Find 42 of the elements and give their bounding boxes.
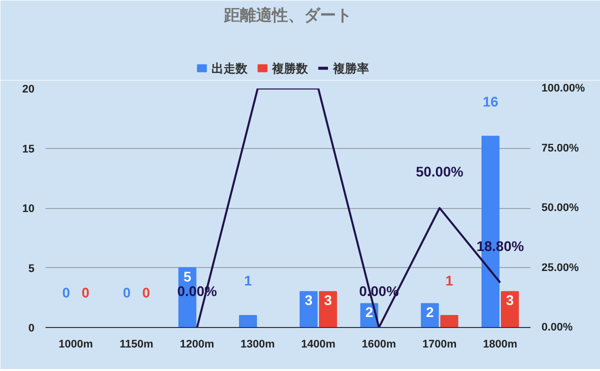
legend-label: 複勝率 [332, 61, 369, 76]
x-tick-label: 1400m [301, 338, 336, 350]
y2-tick-label: 50.00% [542, 202, 580, 214]
data-label: 1 [244, 272, 252, 289]
data-label: 3 [506, 292, 514, 308]
data-label: 16 [482, 93, 498, 110]
x-tick-label: 1000m [58, 338, 94, 350]
y-tick-label: 0 [28, 322, 35, 334]
data-label: 0 [82, 284, 90, 301]
legend-label: 出走数 [212, 61, 249, 76]
data-label: 0 [142, 284, 150, 301]
y2-tick-label: 0.00% [542, 322, 573, 334]
x-tick-label: 1800m [483, 338, 518, 350]
y2-tick-label: 25.00% [542, 262, 580, 274]
x-tick-label: 1200m [180, 338, 214, 350]
bar [239, 315, 257, 328]
data-label: 50.00% [416, 163, 464, 180]
data-label: 5 [183, 268, 192, 284]
y-tick-label: 5 [28, 262, 35, 275]
y2-tick-label: 100.00% [542, 82, 586, 94]
data-label: 3 [304, 292, 313, 308]
data-label: 0 [62, 284, 70, 301]
data-label: 2 [365, 304, 374, 320]
data-label: 2 [426, 304, 434, 320]
data-label: 0.00% [177, 282, 218, 299]
y-tick-label: 15 [22, 143, 35, 156]
y-tick-label: 10 [22, 203, 35, 215]
x-tick-label: 1600m [362, 338, 396, 350]
legend-label: 複勝数 [271, 61, 310, 76]
chart-title: 距離適性、ダート [223, 6, 352, 24]
y2-tick-label: 75.00% [542, 142, 580, 154]
x-tick-label: 1300m [240, 338, 276, 350]
bar [300, 291, 318, 328]
x-tick-label: 1700m [422, 338, 457, 350]
data-label: 3 [324, 292, 332, 308]
data-label: 1 [445, 272, 454, 289]
data-label: 0 [122, 284, 131, 301]
bar [500, 291, 519, 328]
bar [440, 315, 458, 328]
x-tick-label: 1150m [120, 338, 154, 350]
bar [319, 291, 337, 328]
y-tick-label: 20 [22, 84, 35, 96]
